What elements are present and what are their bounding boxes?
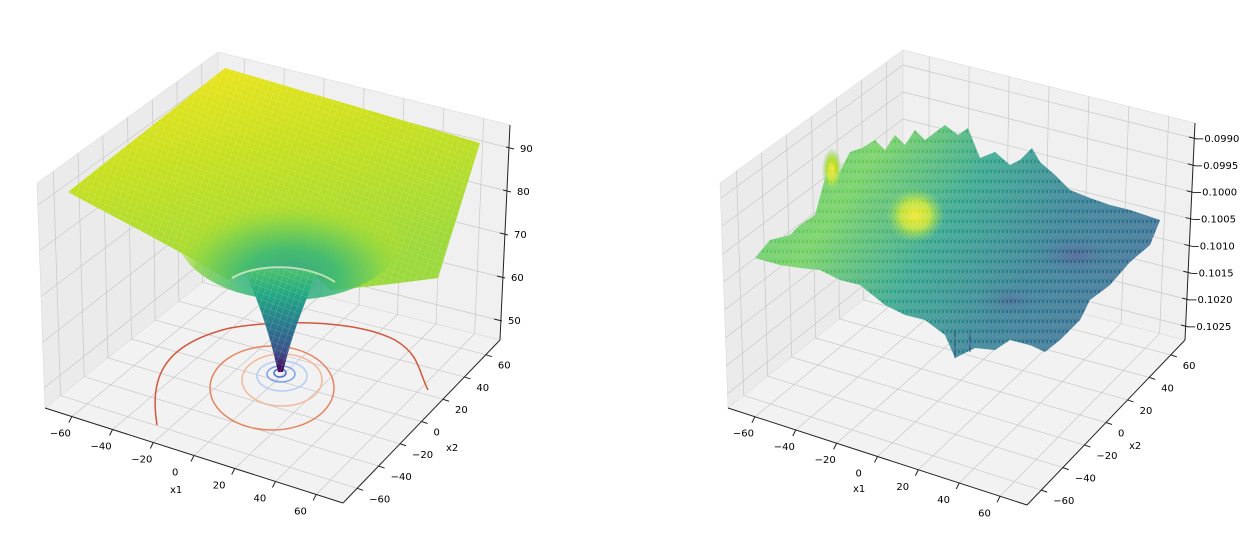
left-x-tick-label: −20 [131, 455, 152, 466]
left-x-tick-label: 60 [294, 506, 307, 517]
left-ylabel: x2 [446, 443, 458, 454]
left-x-tick-label: 40 [253, 493, 266, 504]
right-z-tick-label: −0.1005 [1193, 215, 1236, 226]
right-z-tick-label: −0.1015 [1190, 268, 1233, 279]
right-y-tick-label: 20 [1140, 406, 1153, 417]
left-z-tick-label: 90 [520, 144, 533, 155]
left-y-tick-label: 40 [476, 383, 489, 394]
left-z-tick-label: 50 [508, 316, 521, 327]
right-y-tick-label: 60 [1183, 361, 1196, 372]
right-z-tick-label: −0.1010 [1191, 241, 1234, 252]
right-x-tick-label: 40 [937, 495, 950, 506]
right-y-tick-label: −60 [1053, 496, 1074, 507]
left-y-tick-label: 0 [434, 428, 440, 439]
right-y-tick-label: −20 [1096, 451, 1117, 462]
right-z-tick-label: −0.0990 [1196, 134, 1239, 145]
left-y-tick-label: −60 [369, 494, 390, 505]
left-y-tick-label: 20 [455, 405, 468, 416]
right-z-tick-label: −0.1020 [1189, 295, 1232, 306]
left-z-tick-label: 60 [511, 273, 524, 284]
left-x-tick-label: 0 [172, 468, 178, 479]
right-x-tick-label: 60 [978, 508, 991, 519]
right-x-tick-label: −40 [774, 442, 795, 453]
left-z-tick-label: 80 [517, 187, 530, 198]
left-surface-bowl [175, 160, 405, 300]
left-x-tick-label: −40 [91, 442, 112, 453]
right-z-tick-label: −0.0995 [1195, 161, 1238, 172]
left-y-tick-label: −40 [391, 472, 412, 483]
right-xlabel: x1 [853, 484, 865, 495]
right-ylabel: x2 [1129, 441, 1141, 452]
right-x-tick-label: 20 [896, 482, 909, 493]
left-x-tick-label: −60 [50, 429, 71, 440]
right-y-tick-label: 0 [1118, 429, 1124, 440]
right-y-tick-label: −40 [1075, 474, 1096, 485]
right-z-tick-label: −0.1000 [1194, 188, 1237, 199]
right-x-tick-label: −20 [815, 455, 836, 466]
left-xlabel: x1 [170, 485, 182, 496]
right-x-tick-label: −60 [733, 429, 754, 440]
right-y-tick-label: 40 [1161, 383, 1174, 394]
left-x-tick-label: 20 [213, 480, 226, 491]
left-z-tick-label: 70 [514, 230, 527, 241]
right-x-tick-label: 0 [856, 469, 862, 480]
left-y-tick-label: 60 [498, 361, 511, 372]
left-y-tick-label: −20 [412, 450, 433, 461]
right-z-tick-label: −0.1025 [1188, 322, 1231, 333]
